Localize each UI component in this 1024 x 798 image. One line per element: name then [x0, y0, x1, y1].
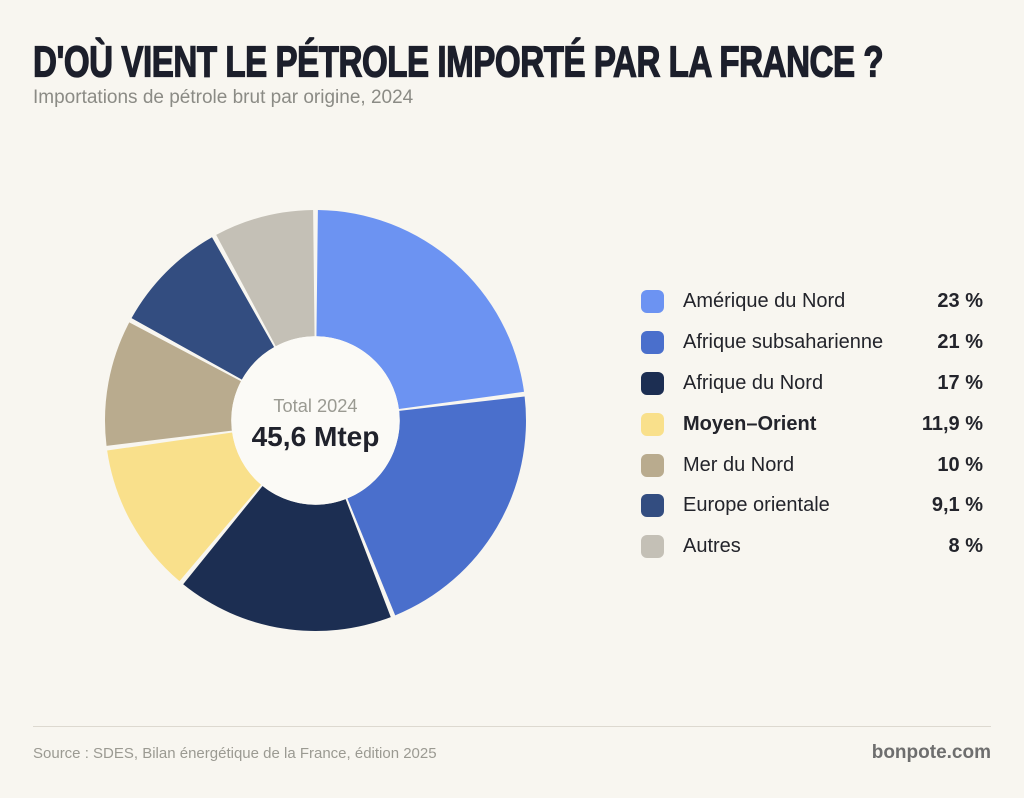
svg-text:Total 2024: Total 2024	[273, 395, 357, 416]
svg-text:45,6 Mtep: 45,6 Mtep	[252, 421, 380, 452]
